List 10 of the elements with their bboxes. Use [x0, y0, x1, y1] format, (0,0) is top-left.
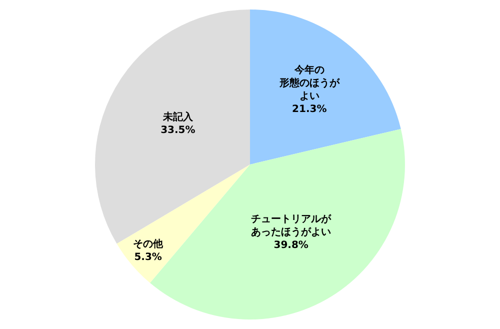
pie-slice: [250, 10, 401, 164]
data-label: 21.3%: [292, 104, 327, 116]
slice-label: 今年の形態のほうがよい: [278, 64, 340, 102]
data-label: 39.8%: [274, 240, 308, 251]
slice-label: 未記入: [162, 110, 194, 123]
data-label: 33.5%: [160, 124, 196, 136]
slice-label: チュートリアルがあったほうがよい: [251, 214, 332, 238]
slice-label: その他: [133, 238, 164, 250]
data-label: 5.3%: [134, 252, 162, 263]
pie-slice: [116, 164, 250, 283]
